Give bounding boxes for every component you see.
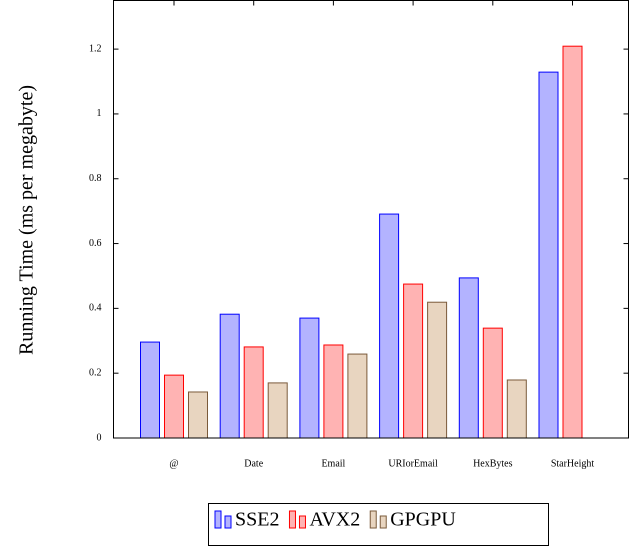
bar [379, 213, 400, 439]
legend-label: SSE2 [235, 509, 279, 531]
y-tick-label: 1 [97, 108, 102, 119]
bar [140, 341, 160, 439]
bar [347, 353, 368, 439]
x-tick-label: HexBytes [473, 458, 513, 469]
bar [164, 374, 184, 439]
bar [403, 283, 424, 439]
legend-swatch [224, 515, 232, 529]
bar [458, 277, 479, 439]
x-tick-label: URIorEmail [388, 458, 438, 469]
x-tick-label: @ [169, 458, 178, 469]
legend-label: AVX2 [309, 509, 360, 531]
bar [482, 327, 503, 439]
y-tick-label: 0.8 [89, 173, 102, 184]
bar [219, 313, 240, 439]
bar [188, 391, 208, 439]
bar [299, 317, 320, 439]
legend-swatch [379, 515, 387, 529]
legend-swatch [288, 510, 296, 529]
y-tick-label: 0 [97, 432, 102, 443]
x-tick-label: Email [321, 458, 345, 469]
bar [506, 379, 527, 439]
legend-swatch [214, 510, 222, 529]
y-tick-label: 0.6 [89, 238, 102, 249]
legend-label: GPGPU [390, 509, 456, 531]
x-tick-label: Date [244, 458, 263, 469]
bar [562, 45, 583, 439]
legend-swatch [298, 515, 306, 529]
y-tick-label: 0.4 [89, 303, 102, 314]
bar [323, 344, 344, 439]
x-tick-label: StarHeight [551, 458, 595, 469]
y-axis-label: Running Time (ms per megabyte) [16, 85, 38, 355]
y-tick-label: 1.2 [89, 43, 102, 54]
bar [538, 71, 559, 439]
legend-box [208, 503, 549, 546]
y-tick-label: 0.2 [89, 367, 102, 378]
bar [243, 346, 264, 439]
legend-swatch [369, 510, 377, 529]
bar [267, 382, 288, 439]
bar [427, 301, 448, 439]
